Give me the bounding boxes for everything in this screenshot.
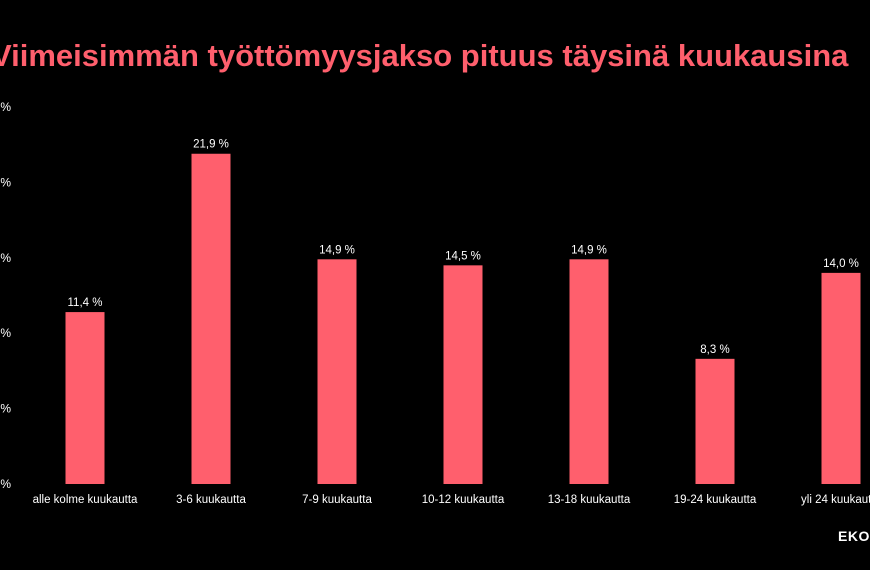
x-category-label: alle kolme kuukautta [33,494,138,506]
bar [65,312,105,484]
brand-logo: EKON [838,528,870,544]
bar [317,259,357,484]
x-category-label: 19-24 kuukautta [674,494,757,506]
bar-value-label: 14,5 % [445,250,481,262]
x-category-label: 3-6 kuukautta [176,494,246,506]
bar [821,272,861,484]
x-category-label: 10-12 kuukautta [422,494,505,506]
bar-value-label: 14,0 % [823,258,859,270]
bar [443,265,483,484]
bar [569,259,609,484]
chart-title: Viimeisimmän työttömyysjakso pituus täys… [0,38,849,73]
y-tick-label: % [0,251,11,265]
x-category-label: 7-9 kuukautta [302,494,372,506]
bar-value-label: 14,9 % [319,244,355,256]
bar [695,358,735,484]
bar-value-label: 21,9 % [193,139,229,151]
bar-value-label: 11,4 % [68,297,103,309]
y-tick-label: % [0,100,11,114]
x-category-label: yli 24 kuukautta [801,494,870,506]
x-category-label: 13-18 kuukautta [548,494,631,506]
y-tick-label: % [0,326,11,340]
y-tick-label: % [0,402,11,416]
bar [191,153,231,485]
y-tick-label: % [0,175,11,189]
y-tick-label: % [0,477,11,491]
bar-value-label: 14,9 % [571,244,607,256]
bar-value-label: 8,3 % [700,344,729,356]
